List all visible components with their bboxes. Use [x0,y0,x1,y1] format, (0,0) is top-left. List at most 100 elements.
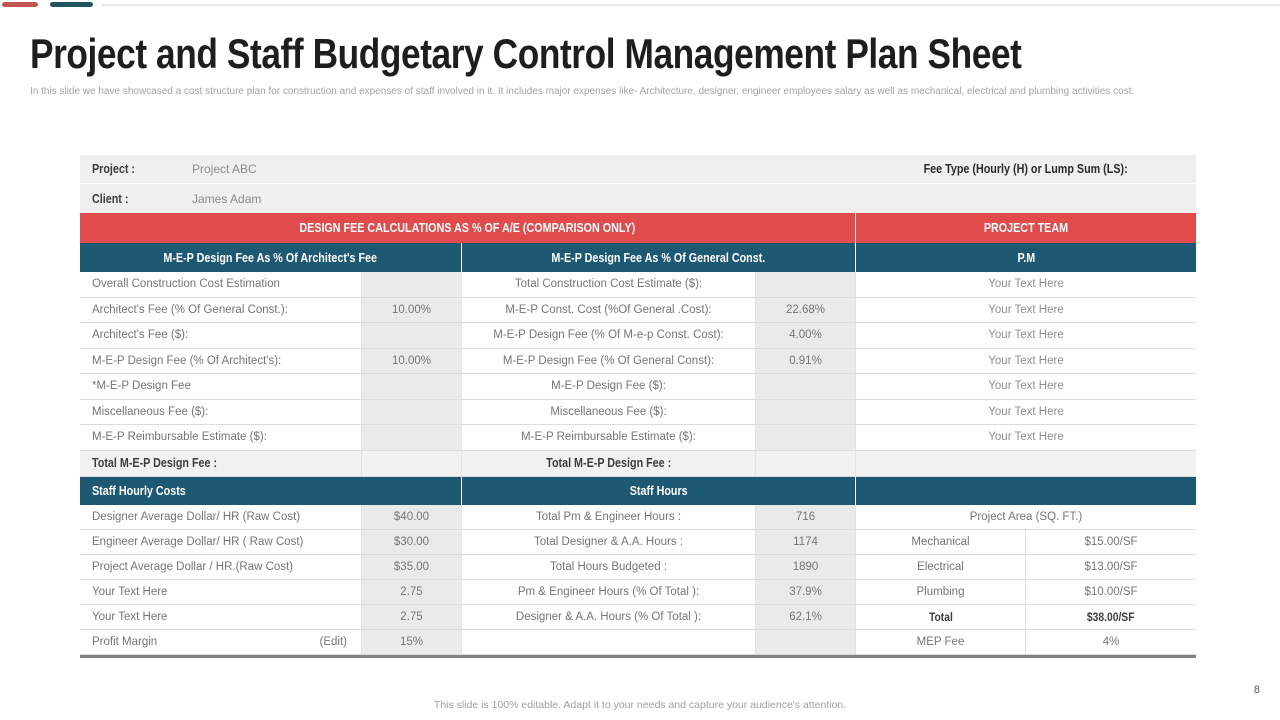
fee-label-mid: M-E-P Reimbursable Estimate ($): [461,425,755,450]
fee-value-mid: 0.91% [755,348,855,373]
info-spacer [442,155,855,183]
table-row: Overall Construction Cost Estimation Tot… [80,272,1196,298]
staff-value-mid: 1174 [755,529,855,554]
fee-label-mid: M-E-P Design Fee (% Of General Const): [461,348,755,373]
staff-hours-header: Staff Hours [461,476,855,505]
table-row: Architect's Fee (% Of General Const.): 1… [80,297,1196,323]
fee-value-mid [755,425,855,450]
staff-label-left: Your Text Here [92,585,168,598]
staff-label-left: Project Average Dollar / HR.(Raw Cost) [92,560,294,573]
area-label: Plumbing [855,579,1025,604]
info-row-project: Project : Project ABC Fee Type (Hourly (… [80,155,1196,184]
fee-value-left [361,399,461,424]
fee-label-mid: M-E-P Design Fee (% Of M-e-p Const. Cost… [461,323,755,348]
fee-label-left: Miscellaneous Fee ($): [92,405,209,418]
staff-header-row: Staff Hourly Costs Staff Hours [80,476,1196,505]
fee-type-empty [855,184,1196,213]
client-value: James Adam [192,191,262,206]
budget-table: Project : Project ABC Fee Type (Hourly (… [80,155,1196,658]
pm-cell: Your Text Here [855,374,1196,399]
fee-value-mid [755,272,855,297]
profit-margin-label: Profit Margin [92,635,158,648]
fee-value-left [361,425,461,450]
col-header-general-const: M-E-P Design Fee As % Of General Const. [461,243,855,272]
section-header-row: DESIGN FEE CALCULATIONS AS % OF A/E (COM… [80,213,1196,243]
fee-label-mid: M-E-P Const. Cost (%Of General .Cost): [461,297,755,322]
total-row: Total M-E-P Design Fee : Total M-E-P Des… [80,450,1196,477]
staff-label-mid: Total Hours Budgeted : [461,554,755,579]
page-number: 8 [1253,684,1260,696]
staff-label-mid: Total Designer & A.A. Hours : [461,529,755,554]
staff-label-left: Profit Margin (Edit) [80,630,361,654]
col-header-pm: P.M [855,243,1196,272]
pm-cell: Your Text Here [855,297,1196,322]
fee-value-mid [755,374,855,399]
pm-cell: Your Text Here [855,323,1196,348]
total-label-mid: Total M-E-P Design Fee : [461,450,755,476]
fee-value-left [361,374,461,399]
table-row: Your Text Here 2.75 Designer & A.A. Hour… [80,604,1196,630]
staff-value-mid [755,629,855,654]
footer-note: This slide is 100% editable. Adapt it to… [433,699,847,711]
area-total-label: Total [855,604,1025,629]
table-row: Profit Margin (Edit) 15% MEP Fee 4% [80,629,1196,655]
fee-label-left: Architect's Fee ($): [92,329,189,342]
fee-label-left: Overall Construction Cost Estimation [92,278,280,291]
staff-value-mid: 1890 [755,554,855,579]
area-value: $10.00/SF [1025,579,1196,604]
area-value: 4% [1025,629,1196,654]
pm-cell: Your Text Here [855,425,1196,450]
table-row: *M-E-P Design Fee M-E-P Design Fee ($): … [80,374,1196,400]
table-row: Engineer Average Dollar/ HR ( Raw Cost) … [80,529,1196,555]
fee-type-label: Fee Type (Hourly (H) or Lump Sum (LS): [923,162,1128,176]
table-row: Designer Average Dollar/ HR (Raw Cost) $… [80,504,1196,530]
fee-value-left: 10.00% [361,297,461,322]
area-label: MEP Fee [855,629,1025,654]
project-value: Project ABC [192,162,257,176]
total-label-left: Total M-E-P Design Fee : [80,450,361,476]
fee-value-left [361,323,461,348]
staff-label-left: Engineer Average Dollar/ HR ( Raw Cost) [92,535,304,548]
table-row: Architect's Fee ($): M-E-P Design Fee (%… [80,323,1196,349]
fee-label-mid: Miscellaneous Fee ($): [461,399,755,424]
design-fee-section-header: DESIGN FEE CALCULATIONS AS % OF A/E (COM… [80,213,855,243]
staff-value-left: 2.75 [361,604,461,629]
project-area-header: Project Area (SQ. FT.) [855,504,1196,529]
fee-label-left: M-E-P Reimbursable Estimate ($): [92,431,267,444]
column-header-row: M-E-P Design Fee As % Of Architect's Fee… [80,243,1196,272]
table-row: Your Text Here 2.75 Pm & Engineer Hours … [80,579,1196,605]
fee-value-mid: 4.00% [755,323,855,348]
info-spacer [442,184,855,213]
fee-label-mid: Total Construction Cost Estimate ($): [461,272,755,297]
client-label: Client : [92,191,129,206]
fee-label-left: *M-E-P Design Fee [92,380,191,393]
staff-label-mid: Pm & Engineer Hours (% Of Total ): [461,579,755,604]
table-row: Project Average Dollar / HR.(Raw Cost) $… [80,554,1196,580]
fee-label-left: M-E-P Design Fee (% Of Architect's): [92,354,282,367]
col-header-architect-fee: M-E-P Design Fee As % Of Architect's Fee [80,243,461,272]
accent-bar-red [2,2,38,7]
accent-bar-teal [50,2,93,7]
area-value: $15.00/SF [1025,529,1196,554]
staff-value-left: 2.75 [361,579,461,604]
staff-value-left: $35.00 [361,554,461,579]
area-total-value: $38.00/SF [1025,604,1196,629]
staff-value-mid: 62.1% [755,604,855,629]
project-team-section-header: PROJECT TEAM [855,213,1196,243]
staff-label-left: Designer Average Dollar/ HR (Raw Cost) [92,510,301,523]
staff-label-mid [461,629,755,654]
page-title: Project and Staff Budgetary Control Mana… [30,30,1022,77]
staff-label-mid: Total Pm & Engineer Hours : [461,504,755,529]
table-bottom-border [80,654,1196,658]
table-row: Miscellaneous Fee ($): Miscellaneous Fee… [80,399,1196,425]
table-row: M-E-P Design Fee (% Of Architect's): 10.… [80,348,1196,374]
fee-value-left [361,272,461,297]
project-label: Project : [92,162,136,176]
staff-hourly-costs-header: Staff Hourly Costs [80,476,461,505]
staff-header-empty [855,476,1196,505]
staff-value-left: 15% [361,629,461,654]
fee-label-left: Architect's Fee (% Of General Const.): [92,303,288,316]
staff-value-left: $30.00 [361,529,461,554]
staff-value-mid: 37.9% [755,579,855,604]
